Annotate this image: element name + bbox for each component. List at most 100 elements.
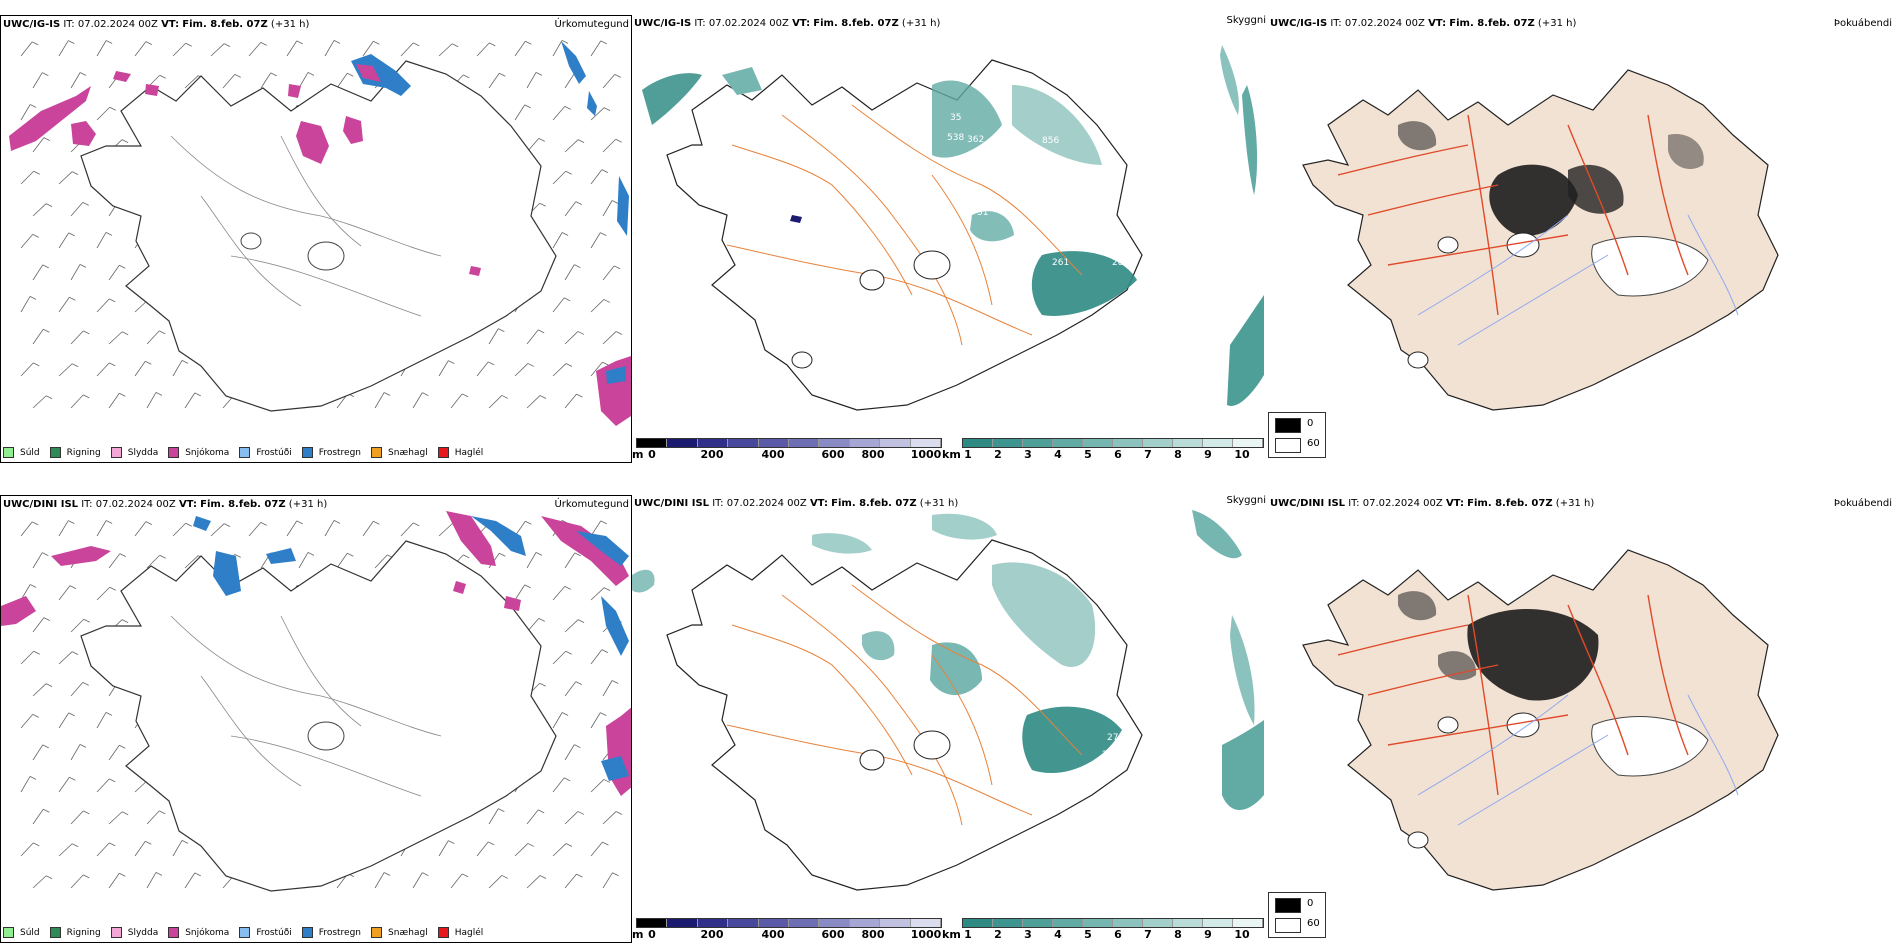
colorbar-step xyxy=(1053,439,1083,447)
wind-barb-flag xyxy=(109,106,116,111)
legend-swatch xyxy=(110,927,122,938)
wind-barb xyxy=(70,72,81,89)
colorbar-step xyxy=(1173,439,1203,447)
wind-barb-flag xyxy=(577,811,585,815)
legend-swatch xyxy=(3,447,14,458)
map-label: 211 xyxy=(942,240,959,250)
wind-barb-flag xyxy=(260,42,267,46)
wind-barb-flag xyxy=(524,104,531,109)
legend-label: 0 xyxy=(1307,418,1314,429)
precip-type-panel-row1: UWC/IG-IS IT: 07.02.2024 00Z VT: Fim. 8.… xyxy=(0,15,632,463)
wind-barb xyxy=(564,393,577,409)
wind-barb-flag xyxy=(564,297,571,302)
wind-barb xyxy=(108,331,123,345)
wind-barb-flag xyxy=(565,363,573,367)
wind-barb-flag xyxy=(422,392,429,396)
panel-parameter-title: Úrkomutegund xyxy=(554,19,629,30)
altitude-colorbar: m 0 200 400 600 800 1000 xyxy=(632,438,942,462)
wind-barb-flag xyxy=(575,201,583,206)
visibility-colorbar: km 1 2 3 4 5 6 7 8 9 10 xyxy=(942,438,1264,462)
colorbar-tick: 4 xyxy=(1054,928,1062,941)
wind-barb xyxy=(590,520,602,537)
wind-barb xyxy=(96,586,110,601)
wind-barb-flag xyxy=(296,520,303,525)
fog-legend: 0 60 xyxy=(1268,892,1326,938)
wind-barb xyxy=(108,811,123,825)
wind-barb xyxy=(146,392,157,409)
colorbar-step xyxy=(963,919,993,927)
wind-barb-flag xyxy=(422,872,429,876)
wind-barb-flag xyxy=(119,392,126,397)
wind-barb xyxy=(32,683,47,697)
wind-barb-flag xyxy=(561,712,569,716)
wind-barb-flag xyxy=(373,520,380,525)
wind-barb-flag xyxy=(538,329,545,334)
colorbar-tick: 7 xyxy=(1144,928,1152,941)
wind-barb xyxy=(514,843,529,857)
colorbar-step xyxy=(1083,439,1113,447)
colorbar-tick: 4 xyxy=(1054,448,1062,461)
wind-barb-flag xyxy=(82,202,89,206)
visibility-colorbar-bar xyxy=(962,438,1264,448)
wind-barb xyxy=(96,106,110,121)
wind-barb-flag xyxy=(565,650,572,655)
wind-barb-flag xyxy=(68,712,75,717)
wind-barb-flag xyxy=(43,808,50,813)
wind-barb xyxy=(298,552,309,569)
colorbar-step xyxy=(697,919,729,927)
wind-barb xyxy=(222,74,236,89)
wind-barb-flag xyxy=(564,586,571,590)
wind-barb-flag xyxy=(33,362,40,367)
map-label: 538 xyxy=(947,133,964,143)
wind-barb xyxy=(184,555,199,569)
wind-barb xyxy=(564,681,577,697)
wind-barb xyxy=(552,843,567,857)
legend-item: Frostúði xyxy=(239,927,292,938)
wind-barb-flag xyxy=(501,875,509,879)
wind-barb-flag xyxy=(121,811,129,816)
wind-barb xyxy=(20,296,31,313)
wind-barb xyxy=(552,297,565,313)
wind-barb xyxy=(58,585,71,601)
wind-barb xyxy=(514,363,529,377)
wind-barb xyxy=(526,552,537,569)
legend-item: Snjókoma xyxy=(168,927,229,938)
wind-barb xyxy=(96,298,110,313)
wind-barb xyxy=(514,40,526,57)
wind-barb xyxy=(172,360,183,377)
wind-barb xyxy=(400,522,414,537)
legend-swatch xyxy=(168,927,180,938)
colorbar-tick: 600 xyxy=(821,928,845,941)
wind-barb xyxy=(32,72,43,89)
wind-barb xyxy=(488,808,499,825)
colorbar-tick: 0 xyxy=(648,448,656,461)
wind-barb xyxy=(590,779,605,793)
wind-barb-flag xyxy=(79,72,87,76)
wind-barb xyxy=(602,200,613,217)
wind-barb-flag xyxy=(42,552,49,556)
wind-barb-flag xyxy=(451,43,459,48)
wind-barb xyxy=(32,617,45,633)
wind-barb-flag xyxy=(109,298,116,303)
wind-barb xyxy=(488,395,503,409)
wind-barb xyxy=(70,264,81,281)
wind-barb xyxy=(564,552,576,569)
colorbar-step xyxy=(758,919,790,927)
wind-barb xyxy=(134,521,147,537)
wind-barb xyxy=(248,522,262,537)
legend-item: Frostregn xyxy=(301,447,361,458)
wind-barb xyxy=(602,811,617,825)
wind-barb xyxy=(590,649,603,665)
wind-barb-flag xyxy=(29,296,37,300)
wind-barb xyxy=(32,809,44,825)
wind-barb-flag xyxy=(538,618,545,622)
colorbar-step xyxy=(728,439,759,447)
legend-label: 60 xyxy=(1307,918,1320,929)
wind-barb xyxy=(70,744,81,761)
colorbar-step xyxy=(637,919,668,927)
legend-swatch xyxy=(239,927,251,938)
visibility-map: 27 230 xyxy=(632,510,1264,891)
wind-barb-flag xyxy=(611,200,619,204)
colorbar-unit: m xyxy=(632,928,644,941)
wind-barb-flag xyxy=(181,840,189,844)
